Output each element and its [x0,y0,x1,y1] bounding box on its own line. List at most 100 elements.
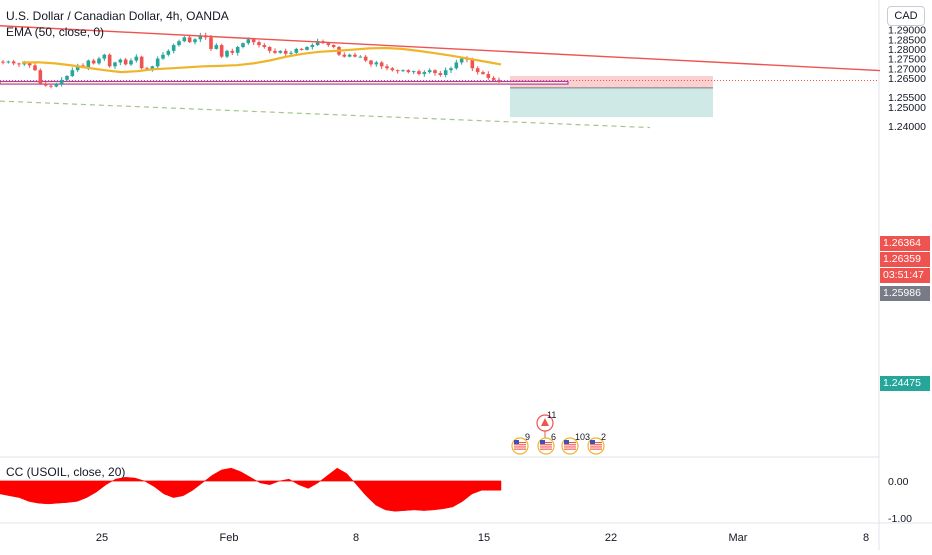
price-tick-label: 1.28000 [888,44,926,56]
candle-body [353,54,357,57]
time-tick-label: 15 [478,532,490,544]
time-tick-label: 25 [96,532,108,544]
candle [219,43,224,59]
candle-body [193,39,197,43]
us-event-count: 9 [525,432,530,442]
oscillator-label[interactable]: CC (USOIL, close, 20) [6,465,126,479]
candle-body [54,83,59,87]
chart-title: U.S. Dollar / Canadian Dollar, 4h, OANDA [6,9,229,23]
support-zone[interactable] [0,80,569,85]
risk-zone [510,75,713,88]
time-tick-label: Feb [220,532,239,544]
current-price-tag: 1.26364 [880,236,930,251]
candle-body [438,73,443,76]
time-tick-label: Mar [729,532,748,544]
candle [209,35,213,52]
candle [374,60,379,67]
candle [214,43,219,50]
candle [59,77,64,87]
candle-body [273,50,277,53]
ema-50-line [21,46,502,74]
candle-body [422,72,427,75]
candle-body [305,47,309,50]
candle-body [6,61,11,63]
candle [438,70,443,77]
oscillator-tick-label: 0.00 [888,476,909,488]
candle [123,57,128,66]
candle-body [315,41,320,46]
price-tick-label: 1.27500 [888,54,926,66]
candle-body [161,54,165,59]
candle [49,83,53,89]
candle-body [102,54,107,59]
candle-body [369,60,373,65]
candle [1,59,5,65]
candle-body [91,60,96,64]
candle [347,53,352,58]
ema-indicator-label[interactable]: EMA (50, close, 0) [6,25,105,39]
candle [54,82,59,88]
candle-body [33,65,37,71]
candle-body [379,62,384,67]
economic-events[interactable]: 11 9 6 103 2 [511,410,606,455]
candle-body [449,68,453,71]
ema-line [21,46,502,74]
candle [65,75,69,82]
candle-body [113,62,117,67]
candle [187,35,192,44]
candle [283,48,288,56]
candle-body [289,52,293,54]
candle-body [43,83,48,86]
candle [177,39,181,47]
candle-body [198,35,203,40]
candle-body [299,48,304,50]
flag-stripe [540,448,552,450]
candle-body [75,65,80,71]
candle-body [97,58,101,64]
candle [454,59,459,70]
price-tick-label: 1.27000 [888,63,926,75]
flag-canton [590,440,595,444]
oscillator-area [0,467,502,512]
candle [342,52,347,58]
candle-body [401,70,405,72]
candle-body [326,43,331,46]
candle-body [262,45,267,48]
us-flag-event-icon: 103 [561,432,590,455]
bar-countdown-tag: 03:51:47 [880,268,930,283]
candlesticks [1,32,501,89]
us-event-count: 103 [575,432,590,442]
us-event-count: 2 [601,432,606,442]
time-tick-label: 22 [605,532,617,544]
candle [97,56,101,65]
candle [481,70,485,75]
candle [198,32,203,43]
candle [486,71,491,80]
flag-canton [564,440,569,444]
candle [38,68,43,85]
candle [91,58,96,65]
price-tick-label: 1.25500 [888,92,926,104]
candle-body [17,63,21,65]
candle [257,40,261,48]
candle [497,77,501,84]
candle [118,58,123,66]
candle-body [177,41,181,46]
candle-body [454,62,459,69]
flag-stripe [590,446,602,448]
candle-body [134,56,139,61]
flag-stripe [590,442,602,444]
candle-body [443,70,448,76]
candle-body [385,66,389,69]
currency-button[interactable]: CAD [887,6,925,26]
candle-body [459,58,464,63]
target-price-tag: 1.24475 [880,376,930,391]
trend-lines[interactable] [0,25,881,129]
position-tool-zones[interactable] [0,75,879,118]
candle-body [358,56,363,58]
candle-body [310,45,315,48]
candle-body [347,54,352,57]
candle [273,48,277,54]
